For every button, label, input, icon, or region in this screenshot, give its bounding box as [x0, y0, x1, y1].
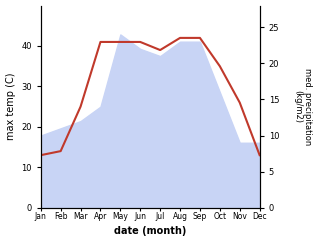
- Y-axis label: med. precipitation
(kg/m2): med. precipitation (kg/m2): [293, 68, 313, 145]
- Y-axis label: max temp (C): max temp (C): [5, 73, 16, 140]
- X-axis label: date (month): date (month): [114, 227, 186, 236]
